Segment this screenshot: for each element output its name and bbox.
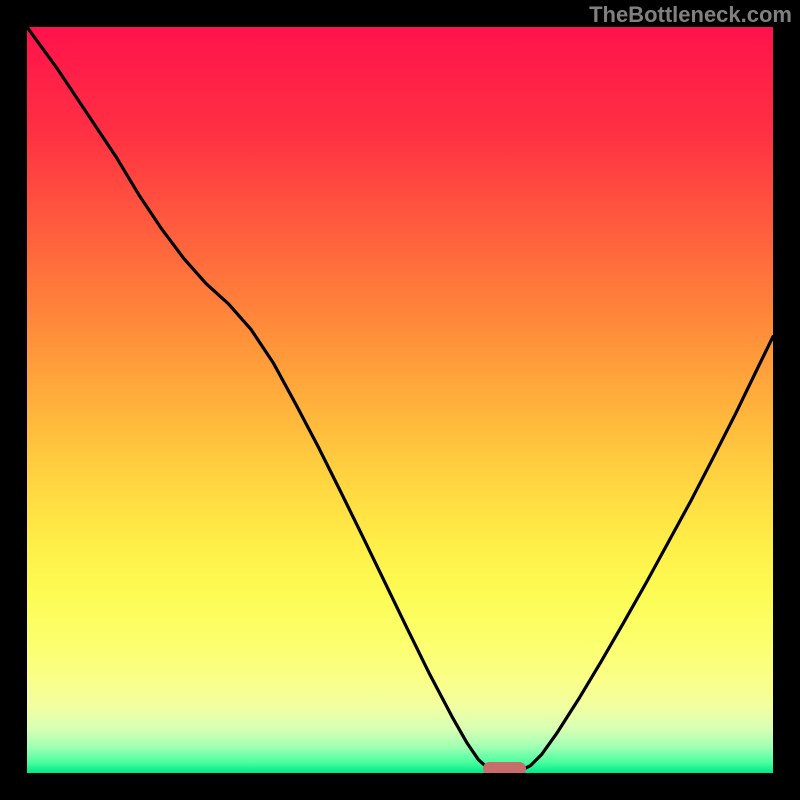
minimum-marker (483, 762, 526, 773)
plot-area (27, 27, 773, 773)
bottleneck-curve (27, 27, 773, 773)
attribution-text: TheBottleneck.com (589, 2, 792, 28)
